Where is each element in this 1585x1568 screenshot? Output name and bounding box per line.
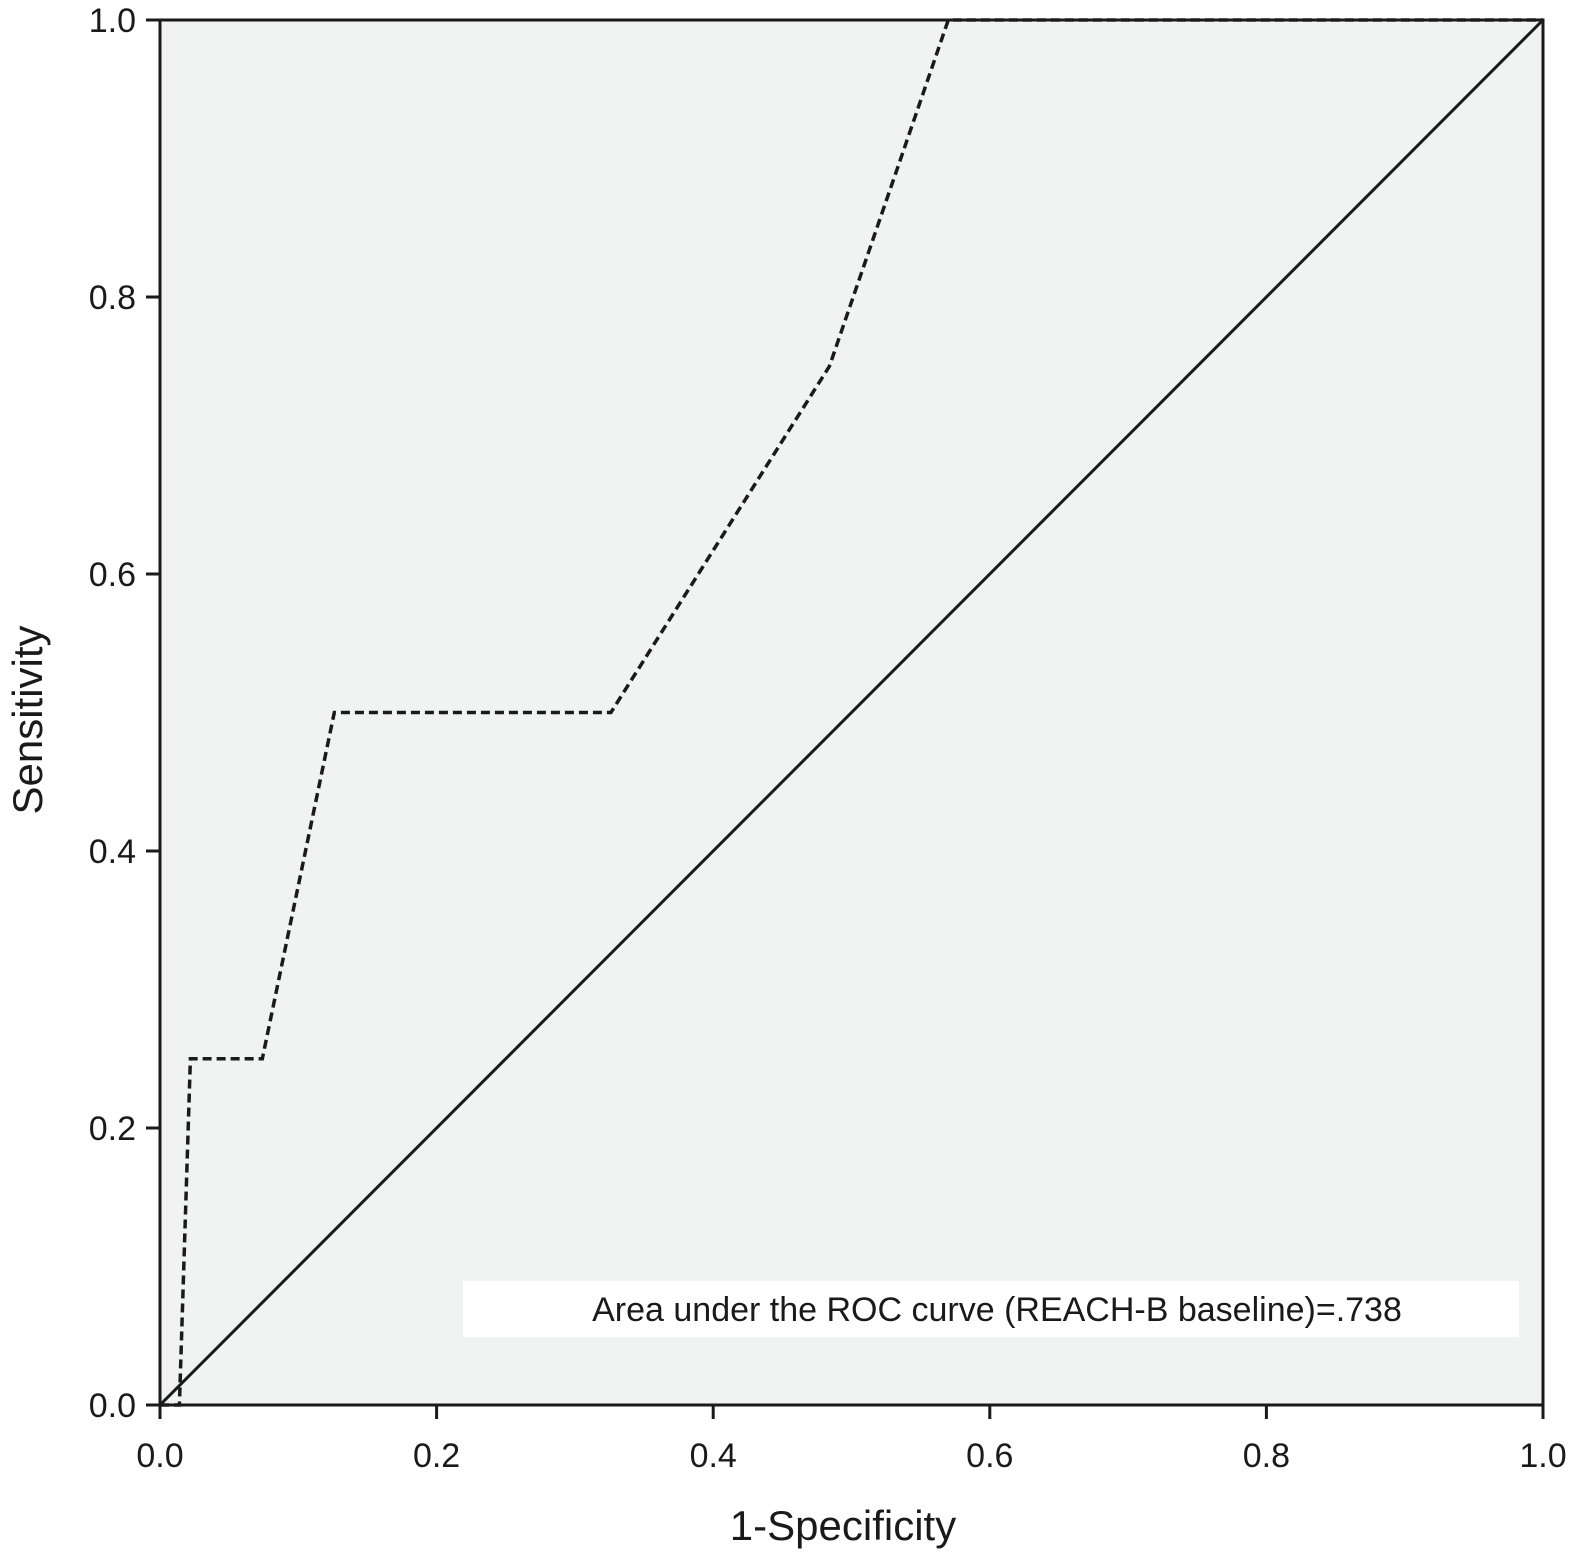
y-tick-label: 1.0 (89, 2, 136, 40)
series-layer (158, 18, 1545, 1407)
reference-diagonal-line (158, 18, 1545, 1407)
x-axis-ticks: 0.0 0.2 0.4 0.6 0.8 1.0 (136, 1405, 1567, 1475)
x-tick-label: 0.6 (966, 1437, 1013, 1475)
x-tick-label: 0.2 (413, 1437, 460, 1475)
annotation: Area under the ROC curve (REACH-B baseli… (463, 1281, 1519, 1337)
x-tick-label: 0.8 (1243, 1437, 1290, 1475)
x-tick-label: 0.0 (136, 1437, 183, 1475)
annotation-text: Area under the ROC curve (REACH-B baseli… (592, 1291, 1402, 1329)
annotation-box (463, 1281, 1519, 1337)
roc-curve-line (160, 18, 1543, 1407)
plot-frame (158, 18, 1545, 1407)
y-tick-label: 0.2 (89, 1110, 136, 1148)
y-tick-label: 0.6 (89, 556, 136, 594)
y-tick-label: 0.4 (89, 833, 136, 871)
y-tick-label: 0.8 (89, 279, 136, 317)
y-axis-label: Sensitivity (4, 625, 51, 814)
x-axis-label: 1-Specificity (730, 1502, 956, 1549)
x-tick-label: 1.0 (1519, 1437, 1566, 1475)
y-tick-label: 0.0 (89, 1387, 136, 1425)
x-tick-label: 0.4 (690, 1437, 737, 1475)
y-axis-ticks: 0.0 0.2 0.4 0.6 0.8 1.0 (89, 2, 160, 1425)
